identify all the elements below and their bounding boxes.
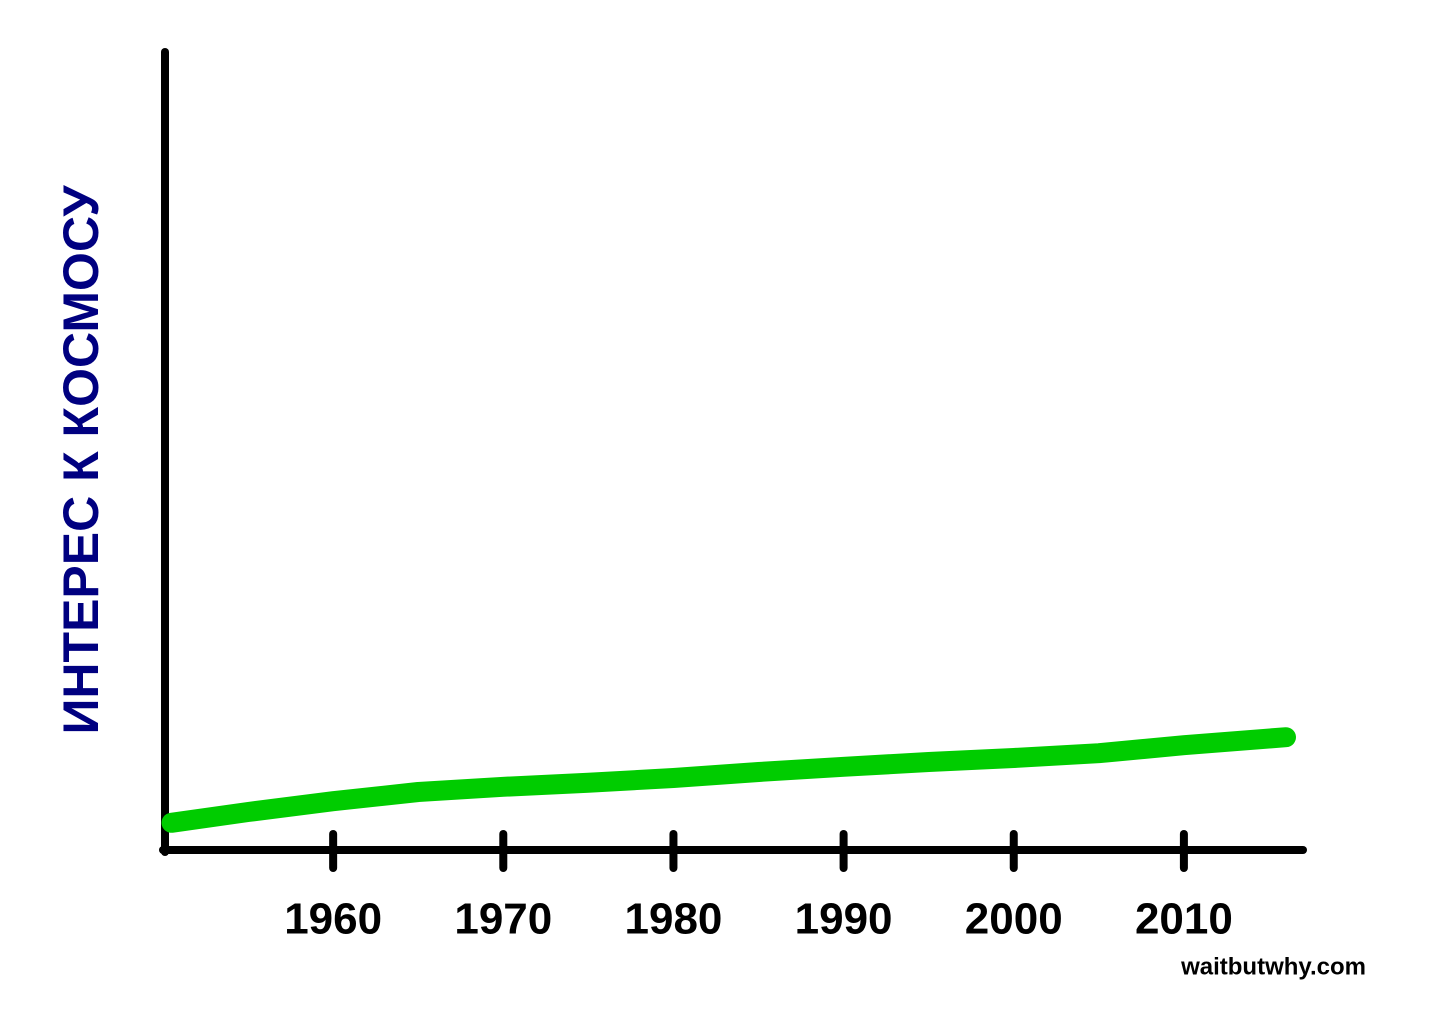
x-tick-label: 1990	[795, 895, 893, 944]
y-axis-label: ИНТЕРЕС К КОСМОСУ	[53, 185, 109, 735]
x-tick-label: 1970	[454, 895, 552, 944]
data-line	[161, 727, 1296, 833]
x-tick-label: 1980	[625, 895, 723, 944]
x-tick-label: 2000	[965, 895, 1063, 944]
x-tick-label: 1960	[284, 895, 382, 944]
x-tick-label: 2010	[1135, 895, 1233, 944]
source-label: waitbutwhy.com	[1180, 953, 1366, 980]
